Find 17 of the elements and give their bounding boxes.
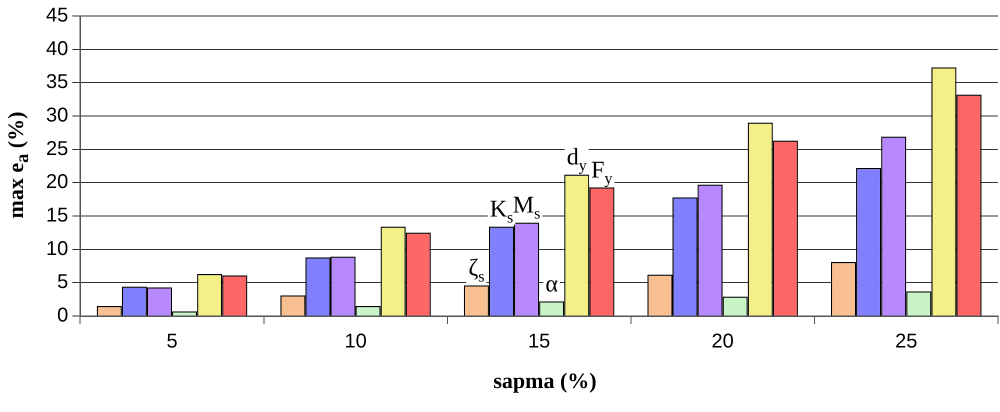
y-tick-label: 5	[57, 271, 68, 294]
y-tick-label: 35	[46, 71, 68, 94]
x-tick-label: 25	[895, 330, 918, 353]
x-tick-label: 10	[344, 330, 367, 353]
y-tick-label: 15	[46, 204, 68, 227]
y-tick-label: 0	[57, 304, 68, 327]
y-tick-label: 25	[46, 138, 68, 160]
y-tick-label: 20	[46, 171, 68, 194]
series-label: α	[545, 271, 558, 298]
y-tick-label: 30	[46, 104, 68, 127]
y-tick-label: 40	[46, 38, 68, 60]
y-tick-label: 45	[46, 4, 68, 27]
x-axis-title: sapma (%)	[492, 368, 598, 394]
x-tick-label: 15	[528, 330, 550, 353]
x-tick-label: 20	[712, 330, 734, 353]
y-tick-label: 10	[46, 238, 68, 260]
x-tick-label: 5	[166, 330, 178, 353]
